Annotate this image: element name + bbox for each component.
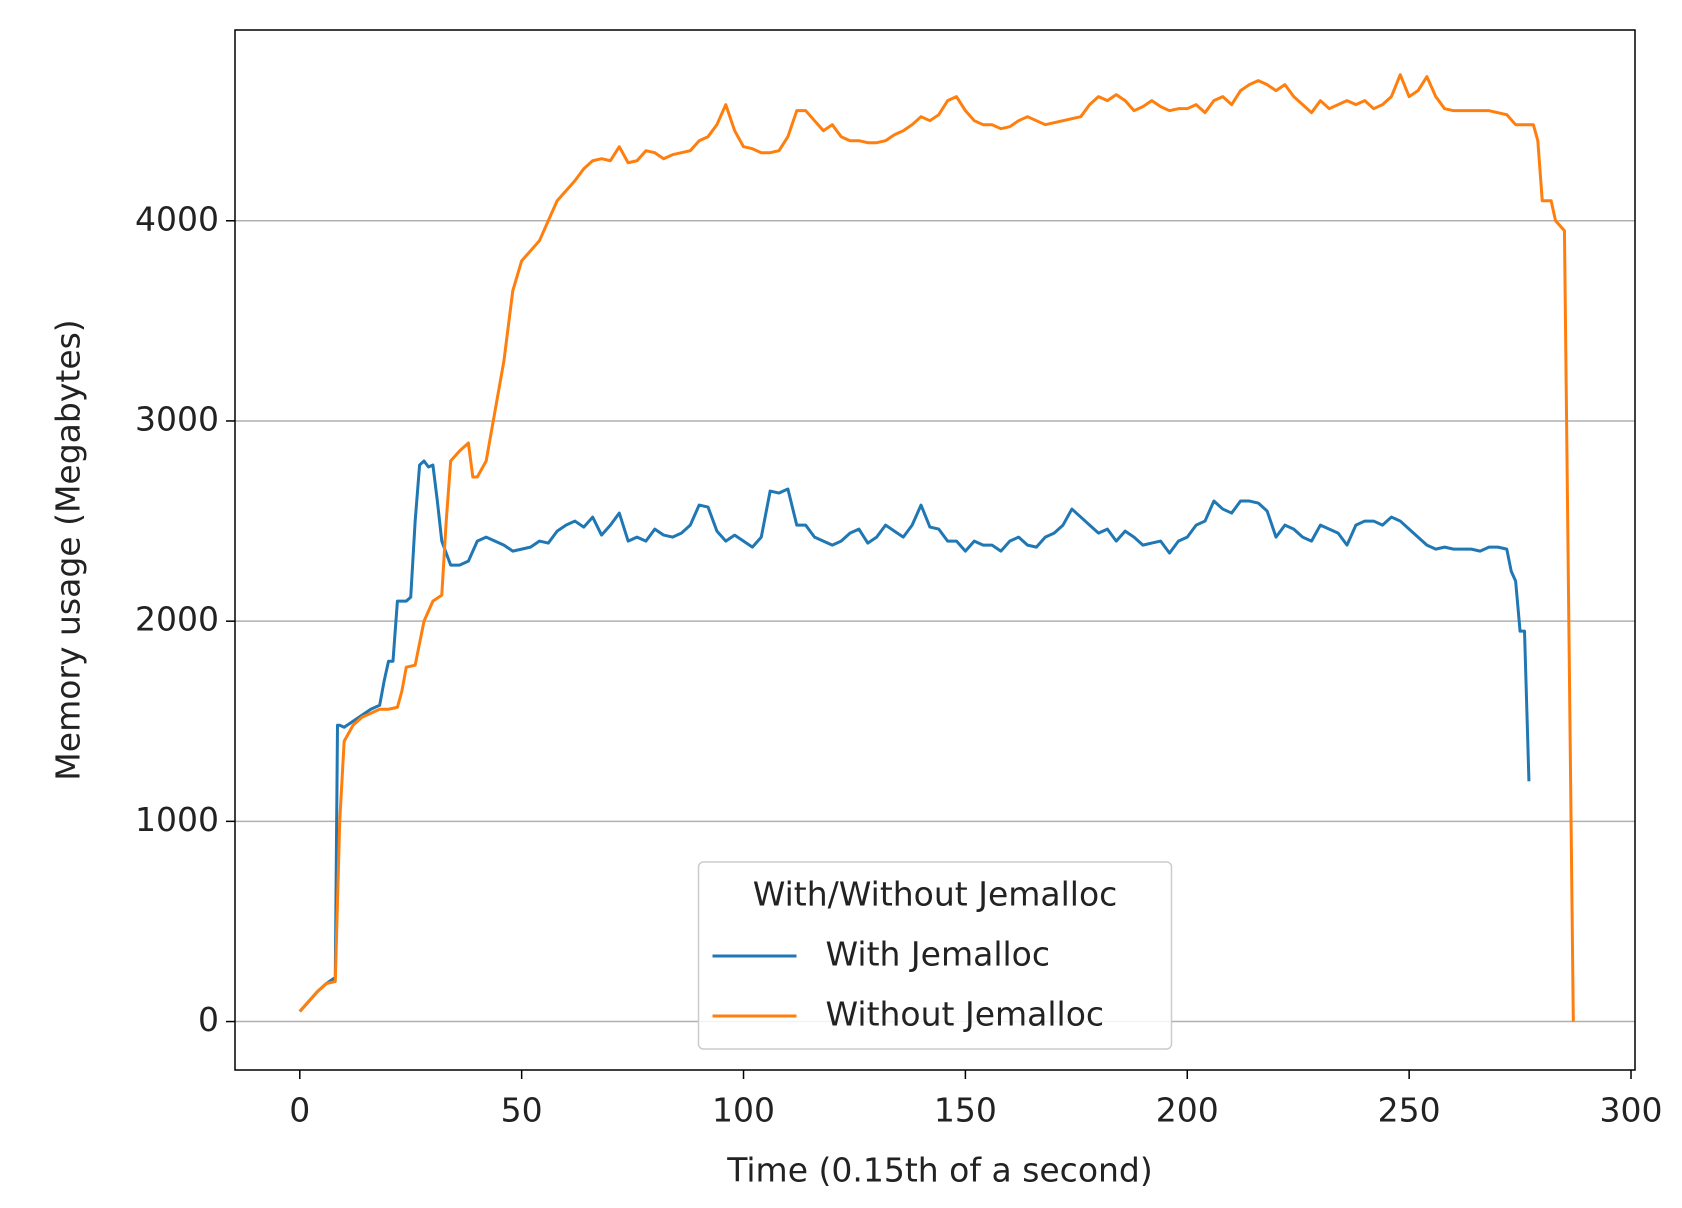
x-tick-label: 200 (1156, 1091, 1219, 1130)
series-line (298, 459, 1531, 1013)
legend-box (697, 861, 1173, 1050)
x-tick-label: 300 (1600, 1091, 1663, 1130)
y-axis-label: Memory usage (Megabytes) (49, 319, 88, 780)
series-line (298, 73, 1575, 1022)
y-tick-label: 1000 (135, 800, 219, 839)
x-tick-label: 250 (1378, 1091, 1441, 1130)
y-tick-label: 2000 (135, 600, 219, 639)
legend-title: With/Without Jemalloc (753, 875, 1118, 914)
x-axis-label: Time (0.15th of a second) (726, 1151, 1153, 1190)
x-tick-label: 100 (712, 1091, 775, 1130)
x-tick-label: 50 (501, 1091, 543, 1130)
x-tick-label: 0 (289, 1091, 310, 1130)
y-tick-label: 0 (198, 1000, 219, 1039)
legend-label: Without Jemalloc (826, 995, 1105, 1034)
plot-frame (234, 29, 1636, 1071)
legend-label: With Jemalloc (826, 935, 1051, 974)
y-tick-label: 4000 (135, 199, 219, 238)
x-tick-label: 150 (934, 1091, 997, 1130)
y-tick-label: 3000 (135, 399, 219, 438)
